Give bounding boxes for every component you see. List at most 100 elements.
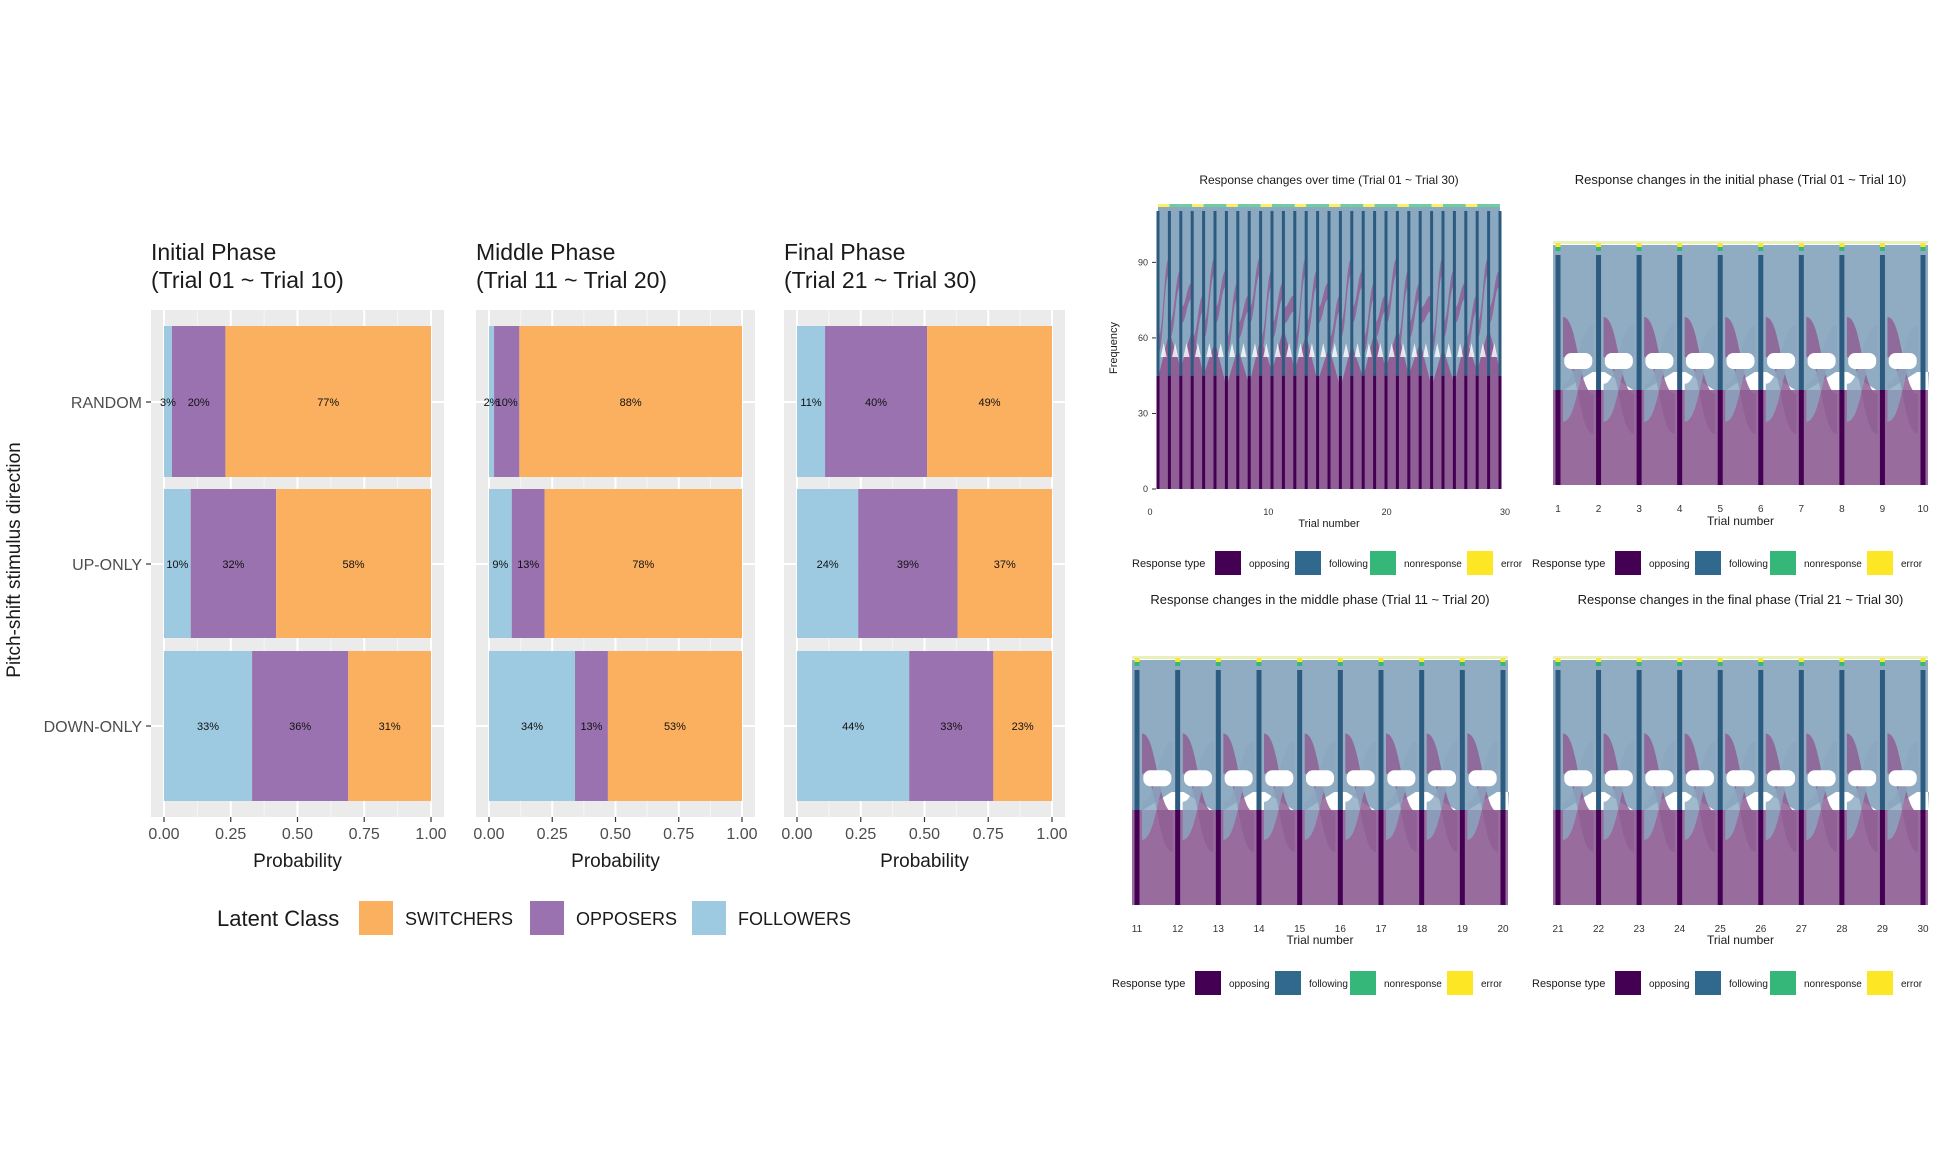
legend-label: error [1901,559,1923,570]
transition-ribbon [1765,741,1797,840]
legend-label: opposing [1249,559,1290,570]
x-axis-title: Trial number [1287,933,1354,947]
transition-ribbon [1363,282,1375,354]
stratum-following [1190,211,1194,376]
x-tick-label: 0.75 [349,826,380,843]
stratum-nonresponse [1596,662,1602,666]
stratum-following [1498,211,1502,376]
stratum-nonresponse [1378,662,1384,666]
stratum-following [1500,670,1506,810]
fringe [1420,204,1432,207]
stratum-error [1636,658,1642,662]
stratum-error [1879,658,1885,662]
stratum-following [1920,255,1926,390]
stratum-opposing [1418,375,1422,489]
x-tick-label: 12 [1172,924,1184,935]
stratum-opposing [1879,390,1885,485]
bar-panel-3: Final Phase(Trial 21 ~ Trial 30) 11% 40% 49… [781,239,1067,872]
response-type-legend-3: Response type opposing following nonrespons… [1112,971,1503,995]
flow-gap [1229,342,1236,357]
stratum-error [1920,658,1926,662]
stratum-opposing [1361,375,1365,489]
stratum-nonresponse [1459,662,1465,666]
stratum-following [1459,670,1465,810]
transition-ribbon [1887,741,1918,840]
transition-ribbon [1264,741,1295,840]
x-tick-label: 28 [1836,924,1848,935]
x-tick-label: 1.00 [726,826,757,843]
flow-gap [1306,770,1334,787]
x-tick-label: 1.00 [1036,826,1067,843]
stratum-nonresponse [1297,662,1303,666]
x-tick-label: 0.00 [781,826,812,843]
legend-swatch-opposing [1615,551,1641,575]
legend-swatch-followers [692,901,726,935]
x-tick-label: 13 [1213,924,1225,935]
stratum-opposing [1202,375,1206,489]
bar-switchers-up-only [276,489,431,638]
stratum-error [1839,658,1845,662]
x-tick-label: 11 [1132,924,1143,935]
legend-label: following [1729,979,1768,990]
transition-ribbon [1182,741,1214,840]
bar-switchers-down-only [348,651,431,801]
transition-ribbon [1684,325,1716,422]
transition-ribbon [1454,282,1466,324]
stratum-nonresponse [1419,662,1425,666]
stratum-following [1758,255,1764,390]
y-category-label: UP-ONLY [72,557,142,574]
stratum-following [1879,255,1885,390]
panel-title: Response changes in the initial phase (T… [1575,172,1907,187]
x-tick-label: 24 [1674,924,1686,935]
stratum-following [1350,211,1354,376]
transition-ribbon [1420,295,1432,324]
stratum-opposing [1758,810,1764,905]
data-label: 24% [817,559,839,571]
panel-title: Response changes over time (Trial 01 ~ T… [1199,173,1458,187]
transition-ribbon [1374,295,1386,339]
flow-gap [1428,770,1456,787]
transition-ribbon [1467,741,1498,840]
bar-followers-random [489,326,495,477]
legend-swatch-nonresponse [1770,551,1796,575]
flow-gap [1172,342,1179,357]
stratum-opposing [1636,390,1642,485]
x-tick-label: 20 [1497,924,1509,935]
stratum-opposing [1259,375,1263,489]
stratum-opposing [1338,375,1342,489]
stratum-following [1293,211,1297,376]
bar-panel-1: Initial Phase(Trial 01 ~ Trial 10) 3% 20% 7… [44,239,447,872]
transition-ribbon [1644,325,1675,422]
stratum-opposing [1920,390,1926,485]
transition-ribbon [1215,269,1227,324]
legend-swatch-error [1447,971,1473,995]
stratum-following [1555,670,1561,810]
stratum-opposing [1175,810,1181,905]
data-label: 78% [632,559,654,571]
stratum-following [1839,670,1845,810]
stratum-opposing [1555,390,1561,485]
stratum-error [1297,658,1303,662]
x-tick-label: 0.25 [845,826,876,843]
x-tick-label: 17 [1375,924,1387,935]
transition-ribbon [1846,741,1878,840]
legend-swatch-following [1275,971,1301,995]
x-tick-label: 18 [1416,924,1428,935]
stratum-following [1636,670,1642,810]
stratum-following [1281,211,1285,376]
flow-gap [1286,342,1293,357]
bar-opposers-down-only [575,651,608,801]
fringe [1158,204,1170,207]
bar-followers-random [164,326,173,477]
bar-followers-up-only [164,489,191,638]
bar-followers-down-only [164,651,253,801]
fringe [1203,204,1215,207]
stratum-opposing [1384,375,1388,489]
x-tick-label: 6 [1758,504,1764,515]
legend-label: following [1309,979,1348,990]
flow-gap [1240,342,1247,357]
transition-ribbon [1351,269,1364,324]
stratum-following [1596,255,1602,390]
bar-panel-2: Middle Phase(Trial 11 ~ Trial 20) 2%10% 88… [473,239,757,872]
legend-swatch-nonresponse [1370,551,1396,575]
